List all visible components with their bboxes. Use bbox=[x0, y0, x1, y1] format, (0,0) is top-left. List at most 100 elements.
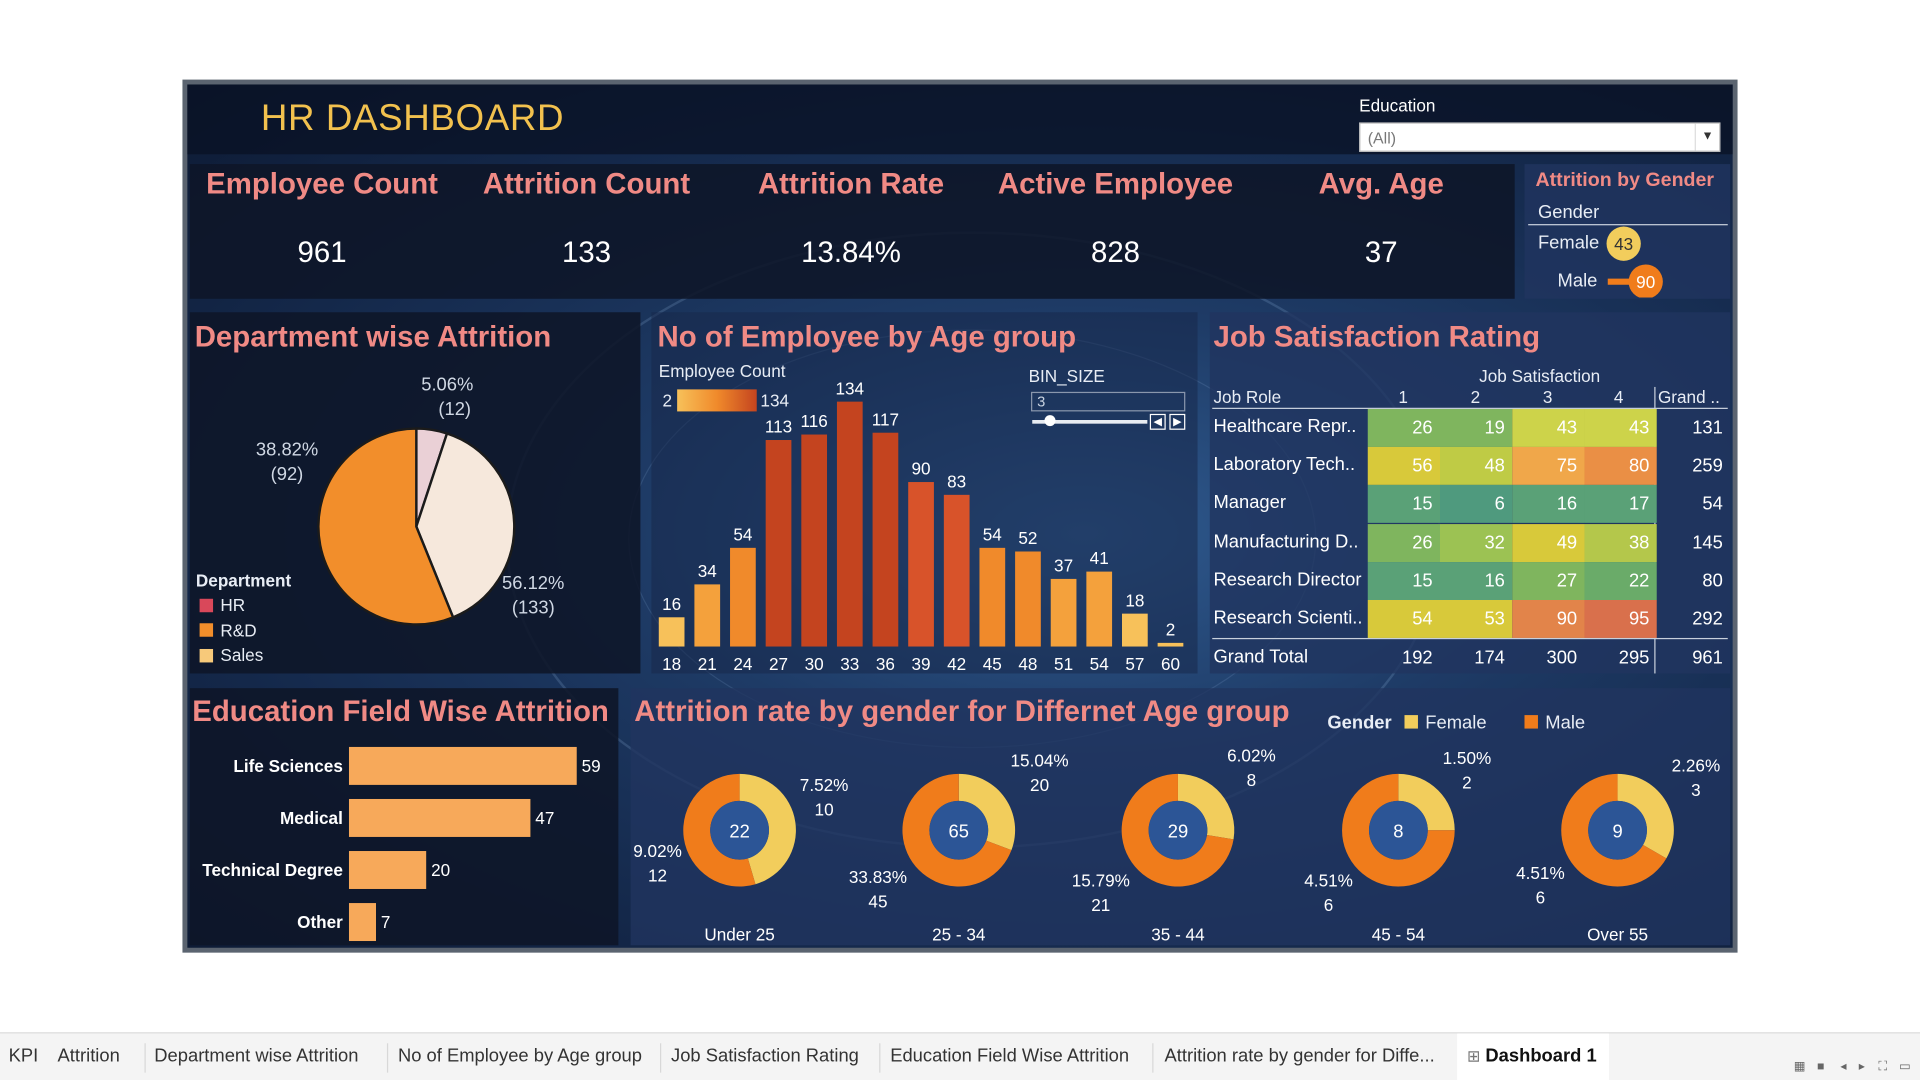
filmstrip-icon[interactable]: ■ bbox=[1817, 1060, 1825, 1074]
bar bbox=[801, 434, 828, 647]
education-field-bar-chart: Life Sciences 59 Medical 47 Technical Degree… bbox=[202, 746, 601, 942]
age-legend-max: 134 bbox=[760, 390, 790, 411]
level-header-1: 1 bbox=[1398, 386, 1408, 407]
data-label: 52 bbox=[1018, 528, 1037, 548]
tick-label: 48 bbox=[1018, 654, 1037, 674]
kpi-attrition-rate-value: 13.84% bbox=[801, 236, 901, 270]
donut-slice-male bbox=[1342, 773, 1455, 887]
donut-hole bbox=[929, 800, 989, 860]
data-label: 59 bbox=[582, 756, 601, 776]
tab-dashboard-1[interactable]: ⊞ Dashboard 1 bbox=[1457, 1033, 1609, 1080]
legend-label-rnd: R&D bbox=[220, 620, 257, 641]
heatmap-cell: 32 bbox=[1440, 523, 1513, 562]
heatmap-cell: 6 bbox=[1440, 485, 1513, 524]
heatmap-cell: 26 bbox=[1367, 523, 1441, 562]
level-header-2: 2 bbox=[1470, 386, 1481, 407]
gender-male-label: Male bbox=[1557, 270, 1598, 292]
job-role-header: Job Role bbox=[1213, 386, 1282, 407]
heatmap-cell: 75 bbox=[1512, 447, 1585, 486]
grid-view-icon[interactable]: ▦ bbox=[1793, 1060, 1806, 1074]
gender-female-label: Female bbox=[1537, 232, 1600, 254]
tab-gender-age[interactable]: Attrition rate by gender for Diffe... bbox=[1164, 1045, 1435, 1067]
tab-department-wise-attrition[interactable]: Department wise Attrition bbox=[154, 1045, 359, 1067]
legend-swatch-hr bbox=[199, 598, 214, 613]
female-count-label: 3 bbox=[1691, 780, 1701, 800]
pie-label-hr-pct: 5.06% bbox=[421, 374, 474, 396]
education-filter-dropdown[interactable]: (All) ▼ bbox=[1359, 122, 1721, 152]
tab-divider bbox=[879, 1043, 881, 1073]
bin-size-slider[interactable] bbox=[1032, 420, 1148, 424]
grand-total-1: 192 bbox=[1402, 647, 1433, 669]
kpi-active-employee-value: 828 bbox=[1090, 236, 1141, 270]
row-grand-total: 131 bbox=[1692, 417, 1723, 439]
bar bbox=[943, 494, 970, 647]
table-row: Manager 15 6 16 17 54 bbox=[1213, 485, 1727, 524]
tab-divider bbox=[144, 1043, 146, 1073]
kpi-employee-count-value: 961 bbox=[297, 236, 347, 270]
age-group-label: Under 25 bbox=[704, 924, 774, 944]
heatmap-cell: 15 bbox=[1367, 485, 1441, 524]
level-header-3: 3 bbox=[1542, 386, 1553, 407]
male-dot bbox=[1628, 264, 1663, 298]
tab-age-group[interactable]: No of Employee by Age group bbox=[397, 1045, 642, 1067]
job-satisfaction-col-title: Job Satisfaction bbox=[1479, 366, 1601, 386]
heatmap-cell: 15 bbox=[1367, 561, 1441, 600]
kpi-attrition-count-value: 133 bbox=[562, 236, 612, 270]
fullscreen-icon[interactable]: ⛶ bbox=[1878, 1060, 1887, 1074]
tick-label: 42 bbox=[947, 654, 966, 674]
job-role-label: Manufacturing D.. bbox=[1213, 530, 1359, 552]
bin-size-label: BIN_SIZE bbox=[1028, 366, 1105, 386]
tab-job-satisfaction[interactable]: Job Satisfaction Rating bbox=[671, 1045, 859, 1067]
grand-total-4: 295 bbox=[1618, 647, 1650, 669]
tick-label: 51 bbox=[1054, 654, 1073, 674]
divider bbox=[1212, 407, 1728, 409]
tab-attrition[interactable]: Attrition bbox=[57, 1045, 120, 1067]
heatmap-cell: 48 bbox=[1440, 447, 1513, 486]
gender-lollipop-chart: 43 90 bbox=[1606, 226, 1663, 298]
legend-label-hr: HR bbox=[220, 595, 246, 615]
bin-size-slider-handle[interactable] bbox=[1044, 415, 1056, 427]
age-group-label: 35 - 44 bbox=[1151, 924, 1205, 944]
male-pct-label: 9.02% bbox=[633, 841, 682, 861]
bar bbox=[658, 617, 685, 647]
donut-center-value: 22 bbox=[729, 821, 749, 842]
pie-label-sales-count: (92) bbox=[270, 464, 304, 485]
scroll-left-icon[interactable]: ◂ bbox=[1840, 1060, 1847, 1074]
legend-label-female: Female bbox=[1425, 712, 1487, 734]
male-pct-label: 4.51% bbox=[1304, 871, 1353, 891]
age-group-label: 45 - 54 bbox=[1372, 924, 1426, 944]
tick-label: 33 bbox=[840, 654, 859, 674]
data-label: 16 bbox=[662, 594, 681, 614]
bar bbox=[1157, 642, 1184, 647]
heatmap-cell: 26 bbox=[1367, 408, 1441, 447]
tab-kpi[interactable]: KPI bbox=[8, 1045, 39, 1067]
donut-hole bbox=[1368, 800, 1428, 860]
male-count-label: 45 bbox=[868, 891, 887, 911]
grand-total-3: 300 bbox=[1546, 647, 1578, 669]
bin-size-input[interactable]: 3 bbox=[1031, 391, 1186, 412]
kpi-avg-age-value: 37 bbox=[1364, 236, 1398, 270]
donut-hole bbox=[710, 800, 769, 860]
heatmap-cell: 90 bbox=[1512, 600, 1585, 638]
row-grand-total: 80 bbox=[1702, 570, 1723, 592]
table-row: Healthcare Repr.. 26 19 43 43 131 bbox=[1213, 408, 1727, 447]
donut-slice-male bbox=[1561, 773, 1667, 887]
scroll-right-icon[interactable]: ▸ bbox=[1858, 1060, 1865, 1074]
male-pct-label: 33.83% bbox=[849, 867, 907, 887]
female-pct-label: 2.26% bbox=[1672, 755, 1721, 775]
chevron-left-icon[interactable]: ◀ bbox=[1149, 413, 1166, 430]
presentation-icon[interactable]: ▭ bbox=[1899, 1060, 1911, 1074]
heatmap-cell: 54 bbox=[1367, 600, 1441, 638]
data-label: 134 bbox=[836, 378, 865, 398]
tab-education-field[interactable]: Education Field Wise Attrition bbox=[890, 1045, 1130, 1067]
data-label: 83 bbox=[947, 471, 966, 491]
heatmap-cell: 27 bbox=[1512, 561, 1585, 600]
donut-center-value: 9 bbox=[1612, 821, 1622, 842]
chevron-down-icon[interactable]: ▼ bbox=[1694, 123, 1719, 151]
tab-divider bbox=[386, 1043, 389, 1073]
donut-slice-male bbox=[683, 773, 756, 887]
bin-size-value: 3 bbox=[1037, 393, 1046, 411]
bar bbox=[1122, 613, 1148, 647]
female-value: 43 bbox=[1614, 234, 1633, 254]
chevron-right-icon[interactable]: ▶ bbox=[1169, 413, 1186, 430]
